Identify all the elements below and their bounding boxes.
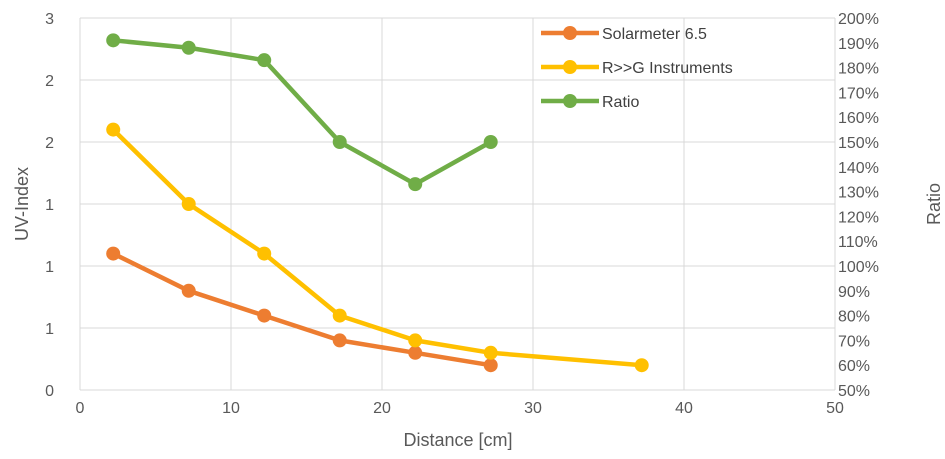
y-axis-title: UV-Index (12, 167, 32, 241)
y-tick-label: 3 (45, 11, 54, 28)
series-layer (106, 33, 649, 373)
x-axis-ticks: 0 10 20 30 40 50 (76, 400, 844, 417)
y2-tick-label: 160% (838, 110, 879, 127)
data-point-r-g-instruments (257, 246, 272, 261)
y2-tick-label: 80% (838, 309, 870, 326)
data-point-solarmeter-6-5 (257, 308, 272, 323)
y-tick-label: 2 (45, 135, 54, 152)
legend-swatch-marker-r-g-instruments (563, 60, 577, 74)
y2-tick-label: 100% (838, 259, 879, 276)
data-point-r-g-instruments (106, 122, 121, 137)
x-tick-label: 40 (675, 400, 693, 417)
data-point-solarmeter-6-5 (332, 333, 347, 348)
series-line-ratio (110, 38, 493, 187)
data-point-solarmeter-6-5 (483, 358, 498, 373)
right-axis-ticks: 50% 60% 70% 80% 90% 100% 110% 120% 130% 140% 150% 1… (838, 11, 879, 400)
data-point-solarmeter-6-5 (181, 283, 196, 298)
y2-tick-label: 140% (838, 160, 879, 177)
y2-tick-label: 90% (838, 284, 870, 301)
y2-axis-title: Ratio (924, 183, 944, 225)
data-point-solarmeter-6-5 (408, 345, 423, 360)
legend-label-solarmeter-6-5: Solarmeter 6.5 (602, 26, 707, 43)
y2-tick-label: 190% (838, 36, 879, 53)
left-axis-ticks: 0 1 1 1 2 2 3 (45, 11, 54, 400)
x-tick-label: 20 (373, 400, 391, 417)
x-tick-label: 10 (222, 400, 240, 417)
data-point-solarmeter-6-5 (106, 246, 121, 261)
y2-tick-label: 120% (838, 209, 879, 226)
y2-tick-label: 200% (838, 11, 879, 28)
y-tick-label: 0 (45, 383, 54, 400)
y2-tick-label: 110% (838, 234, 878, 251)
data-point-r-g-instruments (332, 308, 347, 323)
grid (79, 17, 836, 391)
x-tick-label: 50 (826, 400, 844, 417)
data-point-ratio (181, 40, 196, 55)
data-point-r-g-instruments (483, 345, 498, 360)
x-tick-label: 30 (524, 400, 542, 417)
series-line-solarmeter-6-5 (110, 251, 493, 368)
x-axis-title: Distance [cm] (403, 430, 512, 450)
y-tick-label: 2 (45, 73, 54, 90)
data-point-ratio (106, 33, 121, 48)
data-point-r-g-instruments (634, 358, 649, 373)
y-tick-label: 1 (45, 197, 54, 214)
data-point-ratio (257, 53, 272, 68)
y2-tick-label: 150% (838, 135, 879, 152)
data-point-r-g-instruments (408, 333, 423, 348)
data-point-ratio (483, 135, 498, 149)
legend-swatch-marker-solarmeter-6-5 (563, 26, 577, 40)
data-point-ratio (408, 177, 423, 192)
legend-label-ratio: Ratio (602, 94, 639, 111)
data-point-ratio (332, 135, 347, 149)
legend-label-r-g-instruments: R>>G Instruments (602, 60, 733, 77)
y-tick-label: 1 (45, 321, 54, 338)
data-point-r-g-instruments (181, 197, 196, 211)
x-tick-label: 0 (76, 400, 85, 417)
legend: Solarmeter 6.5 R>>G Instruments Ratio (541, 26, 733, 111)
y2-tick-label: 130% (838, 185, 879, 202)
y2-tick-label: 60% (838, 358, 870, 375)
y2-tick-label: 170% (838, 85, 879, 102)
y2-tick-label: 70% (838, 333, 870, 350)
y2-tick-label: 180% (838, 61, 879, 78)
y-tick-label: 1 (45, 259, 54, 276)
legend-swatch-marker-ratio (563, 94, 577, 108)
y2-tick-label: 50% (838, 383, 870, 400)
